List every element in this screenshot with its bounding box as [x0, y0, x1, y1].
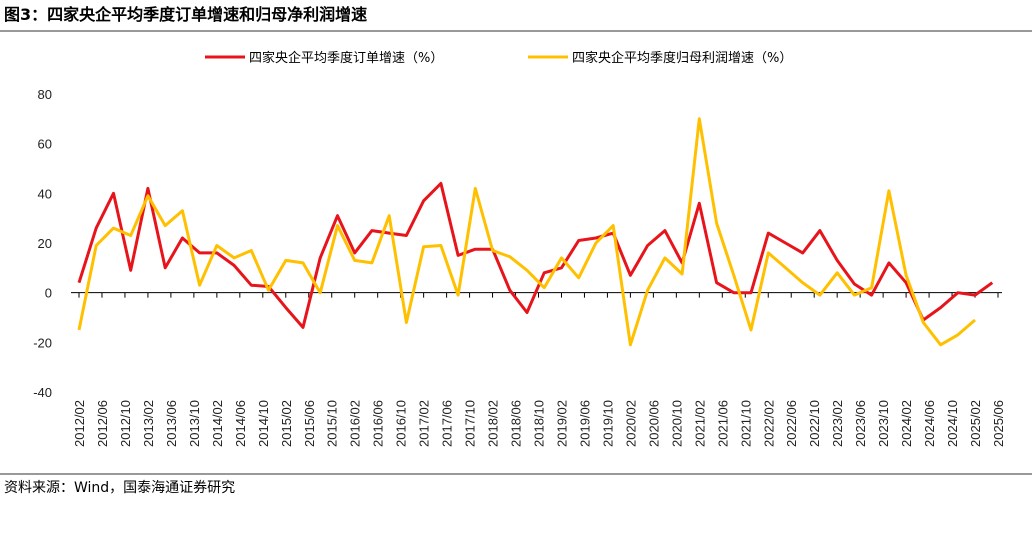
- y-tick-label: 60: [38, 137, 52, 152]
- x-tick-label: 2014/10: [256, 400, 271, 447]
- x-tick-label: 2013/10: [187, 400, 202, 447]
- x-tick-label: 2016/02: [348, 400, 363, 447]
- x-tick-label: 2025/06: [991, 400, 1006, 447]
- y-tick-label: -40: [33, 385, 52, 400]
- x-tick-label: 2017/06: [440, 400, 455, 447]
- x-tick-label: 2021/06: [715, 400, 730, 447]
- x-tick-label: 2020/06: [646, 400, 661, 447]
- x-tick-label: 2024/10: [945, 400, 960, 447]
- x-tick-label: 2014/02: [210, 400, 225, 447]
- x-tick-label: 2019/10: [600, 400, 615, 447]
- x-tick-label: 2015/02: [279, 400, 294, 447]
- legend-label: 四家央企平均季度归母利润增速（%）: [572, 50, 792, 66]
- legend-label: 四家央企平均季度订单增速（%）: [249, 50, 443, 66]
- x-tick-label: 2012/10: [118, 400, 133, 447]
- x-tick-label: 2016/10: [394, 400, 409, 447]
- x-tick-label: 2012/02: [72, 400, 87, 447]
- y-tick-label: 80: [38, 87, 52, 102]
- x-tick-label: 2014/06: [233, 400, 248, 447]
- x-tick-label: 2023/10: [876, 400, 891, 447]
- x-tick-label: 2018/10: [532, 400, 547, 447]
- x-tick-label: 2016/06: [371, 400, 386, 447]
- x-tick-label: 2019/02: [554, 400, 569, 447]
- x-tick-label: 2019/06: [577, 400, 592, 447]
- x-tick-label: 2025/02: [968, 400, 983, 447]
- x-tick-label: 2020/02: [623, 400, 638, 447]
- x-tick-label: 2012/06: [95, 400, 110, 447]
- chart-title: 图3：四家央企平均季度订单增速和归母净利润增速: [4, 5, 367, 24]
- source-note: 资料来源：Wind，国泰海通证券研究: [4, 480, 235, 496]
- x-tick-label: 2024/02: [899, 400, 914, 447]
- series-line: [77, 181, 994, 329]
- y-tick-label: 40: [38, 186, 52, 201]
- x-tick-label: 2024/06: [922, 400, 937, 447]
- x-tick-label: 2015/06: [302, 400, 317, 447]
- series-line: [77, 117, 976, 347]
- x-tick-label: 2017/10: [463, 400, 478, 447]
- x-tick-label: 2020/10: [669, 400, 684, 447]
- x-tick-label: 2022/02: [761, 400, 776, 447]
- x-tick-label: 2021/02: [692, 400, 707, 447]
- x-tick-label: 2015/10: [325, 400, 340, 447]
- x-tick-label: 2013/02: [141, 400, 156, 447]
- y-tick-label: -20: [33, 335, 52, 350]
- x-tick-label: 2022/10: [807, 400, 822, 447]
- x-tick-label: 2018/06: [509, 400, 524, 447]
- y-tick-label: 0: [45, 286, 52, 301]
- x-tick-label: 2023/06: [853, 400, 868, 447]
- x-tick-label: 2017/02: [417, 400, 432, 447]
- x-tick-label: 2013/06: [164, 400, 179, 447]
- x-tick-label: 2022/06: [784, 400, 799, 447]
- y-tick-label: 20: [38, 236, 52, 251]
- x-tick-label: 2023/02: [830, 400, 845, 447]
- x-tick-label: 2021/10: [738, 400, 753, 447]
- x-tick-label: 2018/02: [486, 400, 501, 447]
